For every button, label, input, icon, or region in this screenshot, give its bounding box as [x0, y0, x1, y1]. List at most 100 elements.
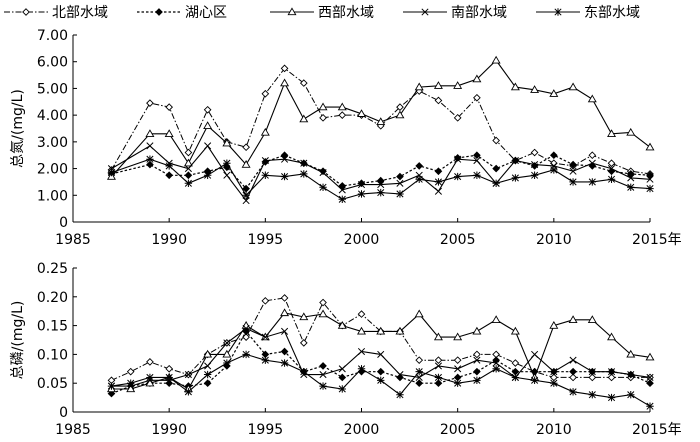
data-point-south [319, 371, 327, 379]
data-point-east [492, 365, 500, 373]
data-point-south [300, 159, 308, 167]
data-point-north [415, 356, 424, 364]
data-point-north [242, 143, 250, 152]
data-point-south [377, 350, 385, 358]
legend: 北部水域 湖心区 西部水域 南部水域 东部水域 [4, 5, 640, 21]
data-point-west [299, 114, 309, 123]
series-line-south [111, 144, 651, 202]
data-point-west [568, 82, 578, 91]
data-point-center [646, 171, 654, 180]
data-point-west [587, 315, 597, 323]
data-point-center [569, 160, 577, 169]
data-point-south [184, 165, 192, 173]
data-point-west [433, 81, 443, 89]
data-point-west [376, 326, 386, 335]
data-point-east [646, 184, 654, 193]
data-point-center [626, 170, 635, 178]
x-tick-label: 1990 [151, 232, 187, 248]
data-point-south [396, 371, 404, 379]
data-point-west [337, 102, 347, 111]
data-point-south [242, 324, 250, 333]
data-point-west [549, 321, 559, 329]
data-point-south [396, 179, 404, 187]
data-point-north [492, 136, 500, 145]
data-point-east [511, 373, 520, 382]
data-point-north [261, 89, 270, 98]
data-point-east [223, 359, 231, 367]
phosphorus-panel: 0 0.05 0.10 0.15 0.20 0.25 1985 1990 1995 2000 200… [10, 261, 682, 438]
data-point-south [627, 174, 635, 182]
data-point-south [223, 171, 231, 179]
legend-item-center: 湖心区 [137, 5, 227, 21]
data-point-east [280, 359, 289, 367]
series-south [107, 324, 654, 390]
legend-marker-south [421, 8, 429, 16]
data-point-west [145, 129, 155, 137]
data-point-south [511, 157, 519, 165]
data-point-east [107, 168, 116, 177]
data-point-south [377, 181, 385, 189]
data-point-south [588, 159, 596, 167]
legend-marker-center [155, 8, 163, 16]
data-point-west [318, 309, 328, 318]
data-point-east [530, 171, 539, 179]
data-point-south [607, 165, 616, 173]
data-point-south [281, 155, 289, 163]
legend-item-east: 东部水域 [536, 5, 640, 21]
legend-item-south: 南部水域 [403, 5, 507, 21]
x-tick-label: 2015年 [632, 232, 682, 248]
data-point-center [492, 164, 500, 173]
data-point-east [511, 174, 520, 182]
data-point-west [299, 312, 309, 321]
data-point-north [607, 159, 616, 168]
legend-label: 南部水域 [451, 5, 507, 21]
data-point-west [203, 121, 213, 129]
data-point-west [626, 127, 636, 136]
series-line-center [111, 330, 651, 395]
y-tick-label: 6.00 [37, 55, 68, 71]
data-point-north [434, 356, 443, 364]
x-tick-label: 1985 [55, 422, 91, 438]
data-point-south [184, 371, 192, 379]
data-point-east [550, 379, 558, 387]
data-point-east [415, 175, 423, 183]
data-point-east [453, 172, 462, 181]
data-point-west [395, 326, 405, 335]
data-point-north [511, 359, 520, 367]
data-point-west [607, 129, 617, 137]
y-tick-label: 0 [59, 405, 68, 421]
data-point-east [165, 162, 173, 170]
series-line-west [111, 59, 651, 177]
data-point-west [241, 159, 251, 168]
data-point-east [396, 391, 404, 399]
data-point-center [396, 172, 404, 181]
data-point-north [530, 148, 539, 157]
data-point-north [146, 358, 154, 366]
data-point-center [549, 151, 558, 160]
y-tick-label: 0.25 [37, 261, 68, 277]
data-point-south [454, 155, 462, 163]
data-point-west [453, 81, 463, 89]
data-point-south [242, 197, 250, 205]
data-point-east [434, 178, 443, 186]
y-tick-label: 0.15 [37, 319, 68, 335]
data-point-north [280, 64, 289, 73]
data-point-east [223, 159, 231, 167]
data-point-east [357, 365, 366, 373]
data-point-north [338, 111, 347, 119]
y-tick-label: 0.05 [37, 376, 68, 392]
series-center [107, 151, 654, 193]
data-point-north [261, 296, 270, 305]
data-point-south [415, 373, 423, 381]
data-point-south [204, 362, 212, 370]
data-point-south [319, 169, 327, 177]
y-tick-label: 0.10 [37, 347, 68, 363]
data-point-south [646, 175, 654, 183]
data-point-east [377, 376, 385, 385]
data-point-north [588, 151, 597, 160]
data-point-south [473, 157, 481, 165]
data-point-east [242, 191, 250, 199]
data-point-east [473, 376, 481, 385]
data-point-west [491, 55, 501, 64]
